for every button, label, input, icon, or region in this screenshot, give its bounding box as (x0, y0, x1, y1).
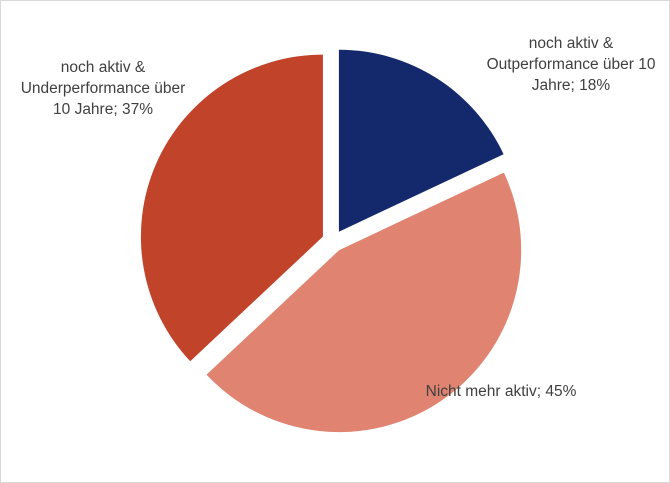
pie-slice (140, 54, 323, 362)
slice-label: Nicht mehr aktiv; 45% (425, 383, 577, 400)
slice-label: noch aktiv & Underperformance über 10 Ja… (20, 59, 186, 118)
pie-slice (338, 49, 504, 232)
slice-label: noch aktiv & Outperformance über 10 Jahr… (486, 35, 656, 94)
pie-slice (206, 172, 522, 433)
